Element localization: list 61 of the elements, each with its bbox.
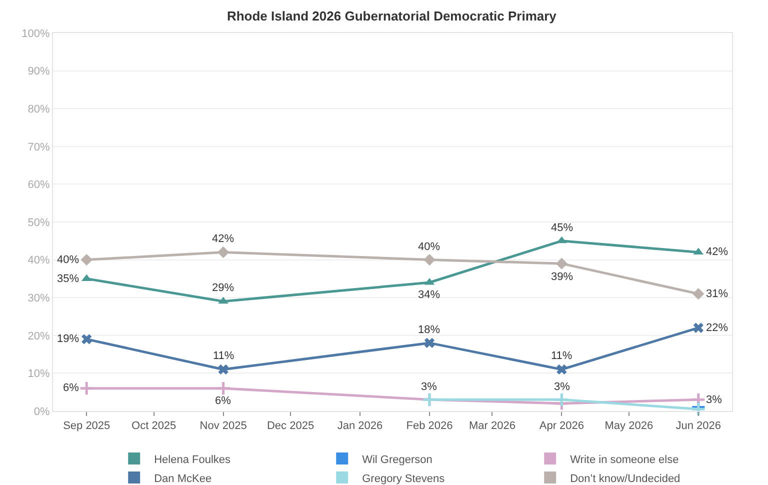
data-label: 42% xyxy=(706,246,728,258)
y-tick-label: 100% xyxy=(22,28,50,40)
data-label: 40% xyxy=(57,254,80,266)
data-label: 45% xyxy=(551,222,574,234)
x-tick-label: Nov 2025 xyxy=(200,420,247,432)
data-label: 3% xyxy=(421,381,438,393)
x-tick-label: Sep 2025 xyxy=(63,420,110,432)
legend-label: Don’t know/Undecided xyxy=(570,472,680,485)
chart-title: Rhode Island 2026 Gubernatorial Democratic Primary xyxy=(226,8,558,24)
legend-label: Wil Gregerson xyxy=(362,454,432,466)
x-tick-label: Apr 2026 xyxy=(539,420,584,432)
point xyxy=(80,254,92,266)
point xyxy=(693,322,704,333)
data-label: 39% xyxy=(551,271,574,283)
point xyxy=(424,254,436,266)
legend-label: Gregory Stevens xyxy=(362,472,446,485)
point xyxy=(556,364,567,375)
data-label: 40% xyxy=(418,241,440,253)
legend-label: Write in someone else xyxy=(570,454,679,466)
data-label: 35% xyxy=(57,273,80,285)
y-tick-label: 0% xyxy=(34,406,50,418)
legend-label: Dan McKee xyxy=(154,472,212,485)
point xyxy=(556,258,568,270)
y-tick-label: 40% xyxy=(28,254,50,267)
point xyxy=(79,380,94,396)
data-label: 22% xyxy=(706,322,728,334)
point xyxy=(424,338,435,348)
data-label: 19% xyxy=(57,333,80,345)
y-tick-label: 80% xyxy=(28,103,50,116)
y-tick-label: 90% xyxy=(28,66,50,78)
point xyxy=(218,364,228,375)
data-label: 31% xyxy=(706,288,728,300)
data-label: 3% xyxy=(554,381,570,393)
point xyxy=(82,334,92,344)
data-label: 42% xyxy=(212,233,234,245)
y-tick-label: 60% xyxy=(28,179,50,192)
point xyxy=(216,380,231,396)
data-label: 6% xyxy=(63,382,80,394)
y-tick-label: 20% xyxy=(28,330,50,342)
x-tick-label: Dec 2025 xyxy=(266,420,314,432)
x-tick-label: May 2026 xyxy=(604,420,654,432)
point xyxy=(692,288,704,300)
data-label: 11% xyxy=(551,350,572,362)
data-label: 18% xyxy=(418,324,440,336)
y-tick-label: 50% xyxy=(28,216,50,229)
x-tick-label: Feb 2026 xyxy=(406,420,453,432)
y-tick-label: 10% xyxy=(28,368,50,380)
legend-label: Helena Foulkes xyxy=(154,454,232,466)
data-label: 11% xyxy=(213,350,234,362)
data-label: 3% xyxy=(706,394,722,406)
data-label: 34% xyxy=(418,289,440,301)
x-tick-label: Oct 2025 xyxy=(132,420,176,432)
point xyxy=(554,392,570,408)
y-tick-label: 30% xyxy=(28,292,50,304)
point xyxy=(217,246,230,258)
x-tick-label: Jan 2026 xyxy=(337,420,383,432)
data-label: 29% xyxy=(212,282,234,294)
x-tick-label: Mar 2026 xyxy=(468,420,516,432)
x-tick-label: Jun 2026 xyxy=(676,420,722,432)
data-label: 6% xyxy=(215,395,232,407)
y-tick-label: 70% xyxy=(28,141,50,154)
